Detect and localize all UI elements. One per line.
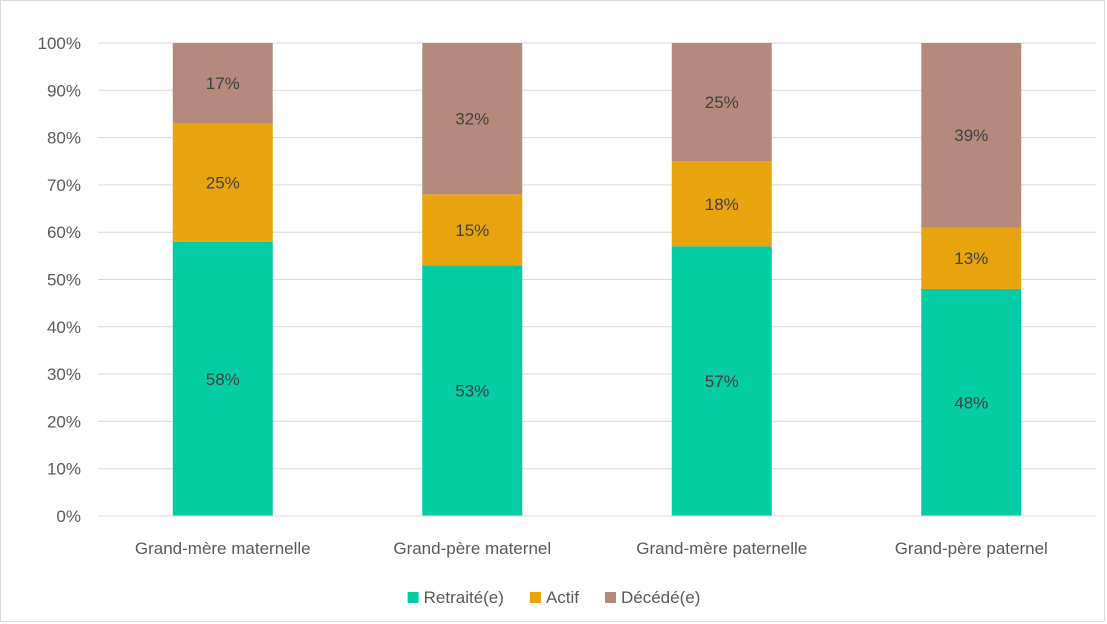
- data-label: 48%: [954, 393, 988, 412]
- bar-segment: [921, 227, 1022, 289]
- bar-segment: [921, 43, 1022, 228]
- bar-segment: [921, 288, 1022, 516]
- bar-segment: [671, 161, 772, 247]
- y-tick-label: 60%: [47, 223, 81, 242]
- data-label: 25%: [206, 174, 240, 193]
- bar-segment: [172, 123, 273, 242]
- legend-swatch: [529, 592, 541, 603]
- legend-swatch: [407, 592, 419, 603]
- data-label: 15%: [455, 221, 489, 240]
- bar-segment: [422, 194, 523, 266]
- legend-label: Retraité(e): [424, 588, 504, 607]
- y-tick-label: 20%: [47, 412, 81, 431]
- data-label: 17%: [206, 74, 240, 93]
- data-labels: 58% 25% 17% 53% 15% 32% 57% 18% 25% 48% 13% 39%: [206, 74, 989, 412]
- y-tick-label: 0%: [56, 507, 81, 526]
- bar-segment: [422, 265, 523, 516]
- x-category-label: Grand-père maternel: [393, 539, 551, 558]
- bar-segment: [671, 246, 772, 516]
- y-axis: 0% 10% 20% 30% 40% 50% 60% 70% 80% 90% 100%: [38, 34, 81, 526]
- y-tick-label: 30%: [47, 365, 81, 384]
- bars: [172, 43, 1022, 516]
- y-tick-label: 40%: [47, 318, 81, 337]
- x-category-label: Grand-père paternel: [895, 539, 1048, 558]
- bar-segment: [422, 43, 523, 195]
- y-tick-label: 70%: [47, 176, 81, 195]
- data-label: 25%: [705, 93, 739, 112]
- x-category-label: Grand-mère maternelle: [135, 539, 311, 558]
- data-label: 58%: [206, 370, 240, 389]
- bar-segment: [172, 43, 273, 124]
- data-label: 39%: [954, 126, 988, 145]
- legend: Retraité(e) Actif Décédé(e): [407, 588, 700, 607]
- legend-label: Décédé(e): [621, 588, 700, 607]
- legend-swatch: [605, 592, 616, 603]
- data-label: 57%: [705, 372, 739, 391]
- y-tick-label: 90%: [47, 81, 81, 100]
- y-tick-label: 10%: [47, 460, 81, 479]
- data-label: 18%: [705, 195, 739, 214]
- data-label: 53%: [455, 382, 489, 401]
- y-tick-label: 80%: [47, 129, 81, 148]
- data-label: 13%: [954, 249, 988, 268]
- bar-segment: [172, 241, 273, 516]
- legend-label: Actif: [546, 588, 579, 607]
- bar-segment: [671, 43, 772, 162]
- y-tick-label: 100%: [38, 34, 81, 53]
- data-label: 32%: [455, 110, 489, 129]
- x-category-label: Grand-mère paternelle: [636, 539, 807, 558]
- x-axis: Grand-mère maternelle Grand-père maternel…: [98, 515, 1096, 558]
- y-tick-label: 50%: [47, 271, 81, 290]
